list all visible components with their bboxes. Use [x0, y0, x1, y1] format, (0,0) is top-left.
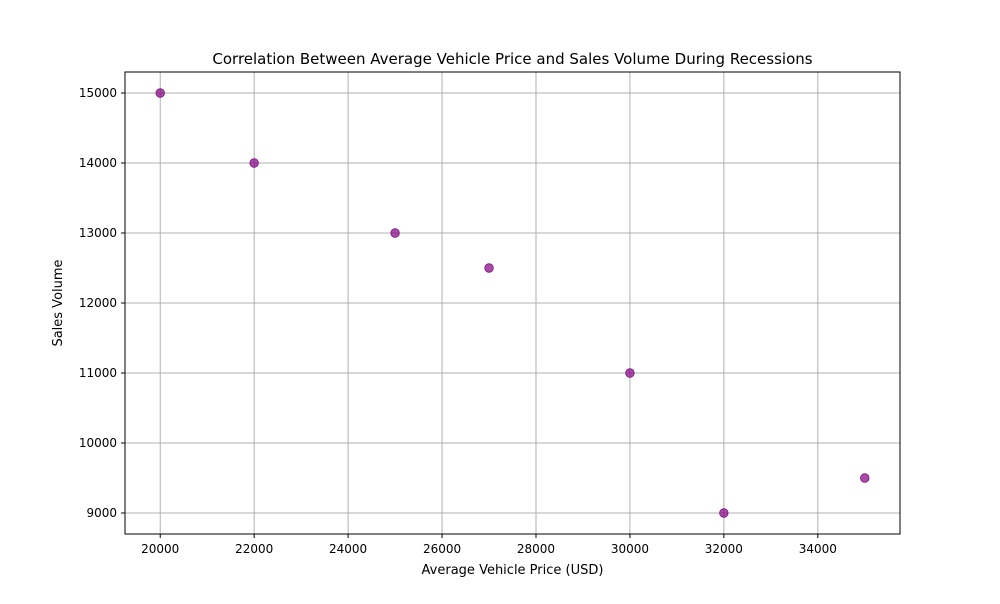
y-tick-label: 11000 — [79, 366, 117, 380]
y-tick-label: 15000 — [79, 86, 117, 100]
data-point — [390, 228, 400, 238]
data-points — [155, 88, 870, 518]
x-tick-label: 20000 — [141, 542, 179, 556]
x-tick-label: 22000 — [235, 542, 273, 556]
data-point — [860, 473, 870, 483]
x-tick-label: 34000 — [799, 542, 837, 556]
data-point — [249, 158, 259, 168]
y-tick-label: 10000 — [79, 436, 117, 450]
x-tick-label: 32000 — [705, 542, 743, 556]
x-tick-label: 30000 — [611, 542, 649, 556]
y-tick-label: 9000 — [86, 506, 117, 520]
x-axis-label: Average Vehicle Price (USD) — [422, 563, 604, 578]
x-tick-label: 26000 — [423, 542, 461, 556]
y-tick-label: 12000 — [79, 296, 117, 310]
y-axis-label: Sales Volume — [51, 259, 66, 346]
chart-title: Correlation Between Average Vehicle Pric… — [212, 50, 812, 68]
x-tick-label: 28000 — [517, 542, 555, 556]
grid-lines — [125, 72, 900, 534]
x-tick-label: 24000 — [329, 542, 367, 556]
data-point — [719, 508, 729, 518]
y-tick-label: 14000 — [79, 156, 117, 170]
data-point — [625, 368, 635, 378]
data-point — [484, 263, 494, 273]
y-axis-ticks: 9000 10000 11000 12000 13000 14000 15000 — [79, 86, 125, 520]
y-tick-label: 13000 — [79, 226, 117, 240]
data-point — [155, 88, 165, 98]
x-axis-ticks: 20000 22000 24000 26000 28000 30000 32000 34000 — [141, 534, 837, 556]
